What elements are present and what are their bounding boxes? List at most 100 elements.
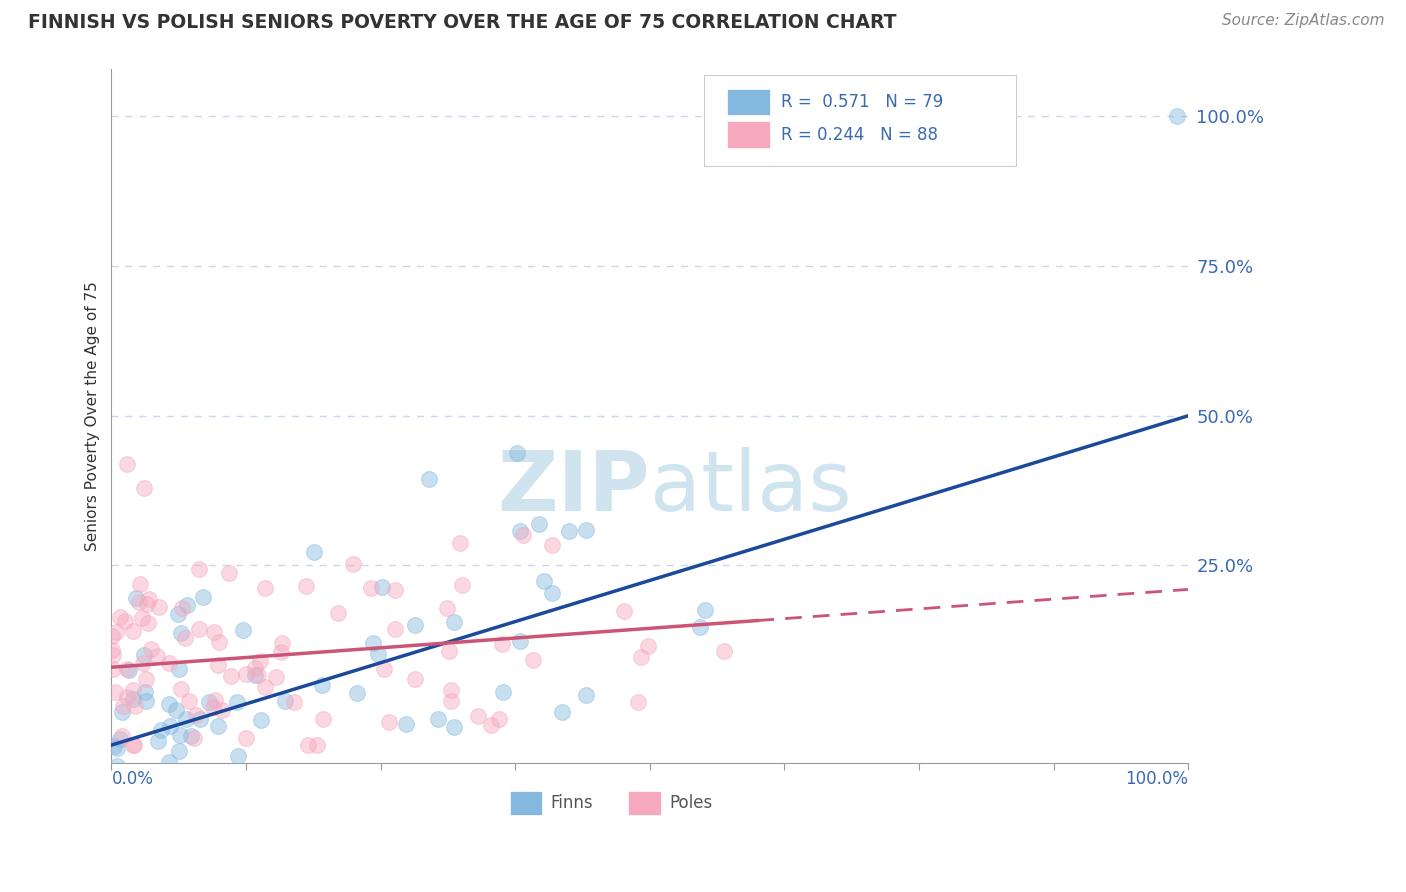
Point xyxy=(373,663,395,677)
Point xyxy=(111,729,134,743)
Point xyxy=(132,656,155,670)
Point xyxy=(207,719,229,733)
Point xyxy=(167,662,190,676)
Text: atlas: atlas xyxy=(650,447,852,528)
Point xyxy=(136,598,159,612)
Point xyxy=(209,775,232,789)
Point xyxy=(689,620,711,634)
Point xyxy=(135,797,157,812)
Point xyxy=(266,797,288,812)
Point xyxy=(437,644,460,658)
Text: Finns: Finns xyxy=(551,794,593,812)
Point xyxy=(384,582,406,597)
Point xyxy=(243,661,266,675)
Point xyxy=(202,624,225,639)
Point xyxy=(491,637,513,651)
Point xyxy=(221,669,243,683)
Point xyxy=(693,603,716,617)
Point xyxy=(211,703,233,717)
Point xyxy=(148,600,170,615)
Text: 100.0%: 100.0% xyxy=(1125,770,1188,788)
Point xyxy=(360,582,382,596)
Text: FINNISH VS POLISH SENIORS POVERTY OVER THE AGE OF 75 CORRELATION CHART: FINNISH VS POLISH SENIORS POVERTY OVER T… xyxy=(28,13,897,32)
Text: Poles: Poles xyxy=(669,794,713,812)
Point xyxy=(529,516,551,531)
Point xyxy=(190,712,212,726)
Point xyxy=(264,670,287,684)
Point xyxy=(157,697,180,711)
Point xyxy=(115,797,138,812)
Point xyxy=(146,648,169,663)
Text: Source: ZipAtlas.com: Source: ZipAtlas.com xyxy=(1222,13,1385,29)
Text: 0.0%: 0.0% xyxy=(111,770,153,788)
Point xyxy=(346,686,368,700)
Point xyxy=(115,772,138,786)
Point xyxy=(114,614,136,628)
Point xyxy=(115,457,138,471)
Point xyxy=(141,641,163,656)
Point xyxy=(115,797,138,812)
Point xyxy=(110,609,132,624)
Point xyxy=(131,610,153,624)
Text: R = 0.244   N = 88: R = 0.244 N = 88 xyxy=(782,126,938,144)
Point xyxy=(184,707,207,722)
Point xyxy=(208,634,231,648)
Bar xyxy=(727,121,770,148)
Point xyxy=(134,481,156,495)
Point xyxy=(253,680,276,694)
Point xyxy=(139,797,162,812)
Point xyxy=(378,714,401,729)
Point xyxy=(404,618,426,632)
Point xyxy=(121,783,143,797)
Point xyxy=(122,691,145,706)
Point xyxy=(395,716,418,731)
Point xyxy=(311,779,333,793)
Point xyxy=(479,717,502,731)
Point xyxy=(167,607,190,622)
Point xyxy=(367,647,389,661)
Point xyxy=(115,662,138,676)
Point xyxy=(218,566,240,580)
Y-axis label: Seniors Poverty Over the Age of 75: Seniors Poverty Over the Age of 75 xyxy=(86,281,100,550)
Point xyxy=(630,650,652,665)
Point xyxy=(146,733,169,747)
Point xyxy=(522,653,544,667)
Point xyxy=(449,536,471,550)
Point xyxy=(204,692,226,706)
Point xyxy=(270,636,292,650)
Point xyxy=(311,678,333,692)
Point xyxy=(183,731,205,745)
Point xyxy=(627,695,650,709)
Point xyxy=(169,728,191,742)
Point xyxy=(172,601,194,615)
Point xyxy=(115,690,138,704)
Point xyxy=(342,557,364,571)
Point xyxy=(249,714,271,728)
Point xyxy=(191,590,214,604)
Point xyxy=(235,731,257,746)
Point xyxy=(558,524,581,539)
Point xyxy=(125,591,148,606)
Point xyxy=(112,698,135,713)
Point xyxy=(105,759,128,773)
FancyBboxPatch shape xyxy=(703,76,1017,166)
Point xyxy=(176,797,198,812)
Point xyxy=(101,629,124,643)
Point xyxy=(270,644,292,658)
Text: ZIP: ZIP xyxy=(498,447,650,528)
Point xyxy=(541,538,564,552)
Point xyxy=(371,580,394,594)
Point xyxy=(174,712,197,726)
Point xyxy=(132,648,155,663)
Point xyxy=(492,685,515,699)
Point xyxy=(128,595,150,609)
Point xyxy=(108,731,131,746)
Point xyxy=(575,523,598,537)
Point xyxy=(426,712,449,726)
Point xyxy=(551,705,574,719)
Point xyxy=(440,683,463,698)
Point xyxy=(253,581,276,595)
Point xyxy=(451,577,474,591)
Point xyxy=(384,623,406,637)
Point xyxy=(1166,110,1188,124)
